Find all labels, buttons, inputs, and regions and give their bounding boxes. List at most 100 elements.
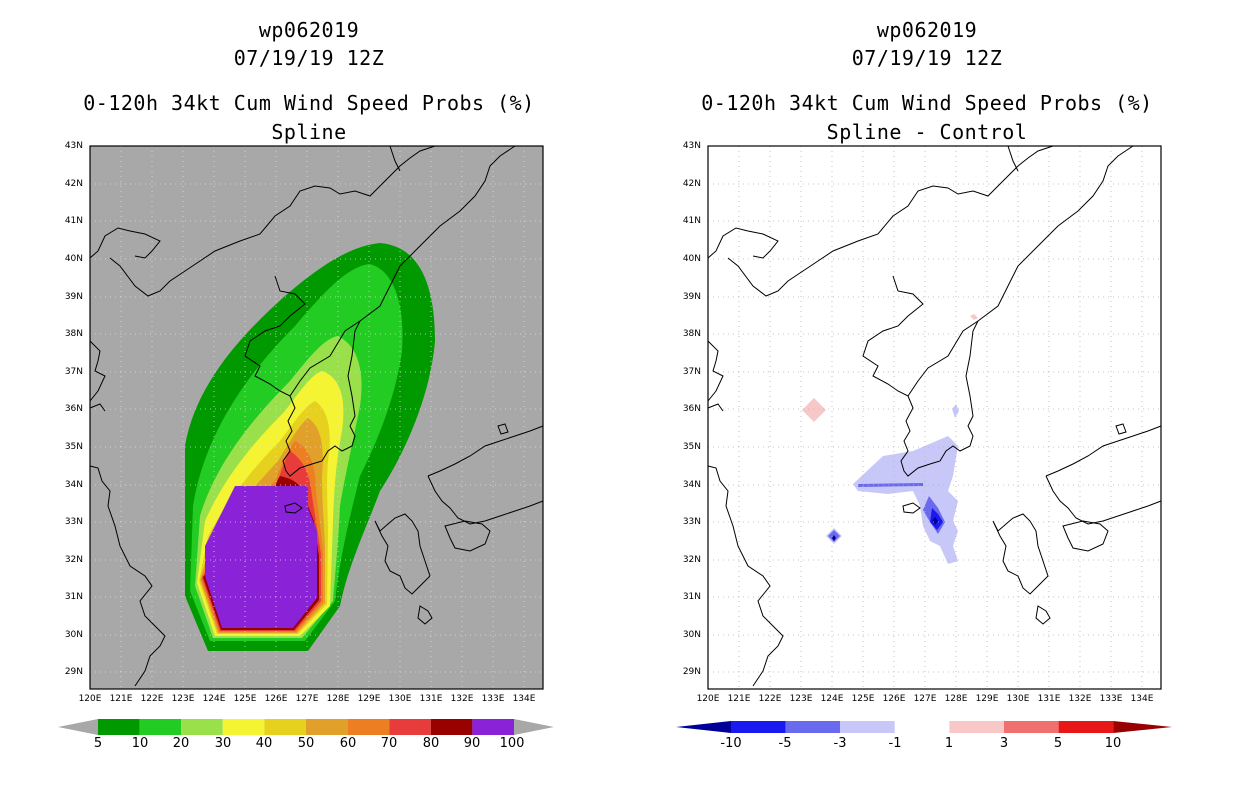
colorbar-cell: [222, 719, 265, 735]
colorbar-cell: [181, 719, 223, 735]
colorbar-cell: [98, 719, 140, 735]
lon-label: 132E: [450, 694, 474, 704]
lon-label: 127E: [913, 694, 937, 704]
colorbar-label: 3: [999, 736, 1009, 751]
colorbar-label: 1: [944, 736, 954, 751]
colorbar-label: 100: [499, 736, 525, 751]
lat-label: 37N: [64, 367, 83, 377]
lat-label: 33N: [682, 517, 701, 527]
colorbar-under-arrow: [676, 721, 731, 733]
lat-label: 42N: [64, 179, 83, 189]
lat-label: 35N: [64, 442, 83, 452]
lon-label: 124E: [820, 694, 844, 704]
lon-label: 131E: [1037, 694, 1061, 704]
colorbar-over-arrow: [1113, 721, 1172, 733]
colorbar-label: 70: [380, 736, 398, 751]
left-subtitle: Spline: [271, 120, 347, 144]
left-colorbar: [58, 719, 554, 735]
lat-label: 31N: [682, 592, 701, 602]
lat-label: 34N: [682, 480, 701, 490]
colorbar-label: 20: [172, 736, 190, 751]
colorbar-cell: [894, 721, 950, 733]
right-panel: wp062019 07/19/19 12Z 0-120h 34kt Cum Wi…: [618, 0, 1236, 800]
lat-label: 43N: [64, 141, 83, 151]
lat-label: 40N: [64, 254, 83, 264]
colorbar-cell: [1004, 721, 1059, 733]
lon-label: 124E: [202, 694, 226, 704]
lon-label: 133E: [481, 694, 505, 704]
colorbar-label: 90: [463, 736, 481, 751]
lat-label: 42N: [682, 179, 701, 189]
colorbar-cell: [1058, 721, 1114, 733]
left-datetime: 07/19/19 12Z: [233, 46, 385, 70]
lon-label: 127E: [295, 694, 319, 704]
right-map: [707, 145, 1162, 690]
right-product-title: 0-120h 34kt Cum Wind Speed Probs (%): [701, 91, 1153, 115]
lat-label: 37N: [682, 367, 701, 377]
lon-label: 130E: [1006, 694, 1030, 704]
lat-label: 41N: [682, 216, 701, 226]
lat-label: 32N: [64, 555, 83, 565]
lat-label: 33N: [64, 517, 83, 527]
lon-label: 122E: [140, 694, 164, 704]
colorbar-label: 5: [1053, 736, 1063, 751]
lat-label: 35N: [682, 442, 701, 452]
colorbar-cell: [731, 721, 786, 733]
lon-label: 132E: [1068, 694, 1092, 704]
colorbar-cell: [389, 719, 431, 735]
lat-label: 29N: [682, 667, 701, 677]
lon-label: 128E: [326, 694, 350, 704]
lat-label: 30N: [682, 630, 701, 640]
lon-label: 121E: [727, 694, 751, 704]
colorbar-label: -5: [778, 736, 792, 751]
lon-label: 120E: [78, 694, 102, 704]
lat-label: 36N: [64, 404, 83, 414]
colorbar-cell: [347, 719, 390, 735]
colorbar-label: 10: [1104, 736, 1122, 751]
lat-label: 39N: [682, 292, 701, 302]
lon-label: 122E: [758, 694, 782, 704]
right-subtitle: Spline - Control: [826, 120, 1028, 144]
colorbar-cell: [139, 719, 182, 735]
colorbar-label: 30: [214, 736, 232, 751]
lat-label: 31N: [64, 592, 83, 602]
colorbar-over-arrow: [514, 719, 554, 735]
lat-label: 41N: [64, 216, 83, 226]
colorbar-cell: [306, 719, 348, 735]
lon-label: 125E: [851, 694, 875, 704]
lon-label: 131E: [419, 694, 443, 704]
colorbar-cell: [949, 721, 1004, 733]
colorbar-label: -3: [833, 736, 847, 751]
lat-label: 43N: [682, 141, 701, 151]
colorbar-label: 10: [131, 736, 149, 751]
lon-label: 121E: [109, 694, 133, 704]
lat-label: 30N: [64, 630, 83, 640]
lon-label: 134E: [512, 694, 536, 704]
left-panel: wp062019 07/19/19 12Z 0-120h 34kt Cum Wi…: [58, 18, 554, 751]
lon-label: 129E: [975, 694, 999, 704]
lat-label: 29N: [64, 667, 83, 677]
right-storm-id: wp062019: [876, 18, 978, 42]
lat-label: 34N: [64, 480, 83, 490]
lon-label: 125E: [233, 694, 257, 704]
lat-label: 36N: [682, 404, 701, 414]
colorbar-cell: [264, 719, 306, 735]
lon-label: 133E: [1099, 694, 1123, 704]
lon-label: 134E: [1130, 694, 1154, 704]
right-datetime: 07/19/19 12Z: [851, 46, 1003, 70]
coastlines: [707, 145, 1162, 687]
lon-label: 123E: [789, 694, 813, 704]
colorbar-under-arrow: [58, 719, 98, 735]
coastlines: [89, 145, 544, 687]
lon-label: 128E: [944, 694, 968, 704]
colorbar-label: 60: [339, 736, 357, 751]
lon-label: 123E: [171, 694, 195, 704]
colorbar-label: -10: [720, 736, 742, 751]
right-colorbar: [676, 721, 1172, 733]
colorbar-label: 40: [255, 736, 273, 751]
colorbar-cell: [472, 719, 514, 735]
colorbar-cell: [785, 721, 841, 733]
lon-label: 129E: [357, 694, 381, 704]
colorbar-cell: [430, 719, 473, 735]
colorbar-label: 50: [297, 736, 315, 751]
